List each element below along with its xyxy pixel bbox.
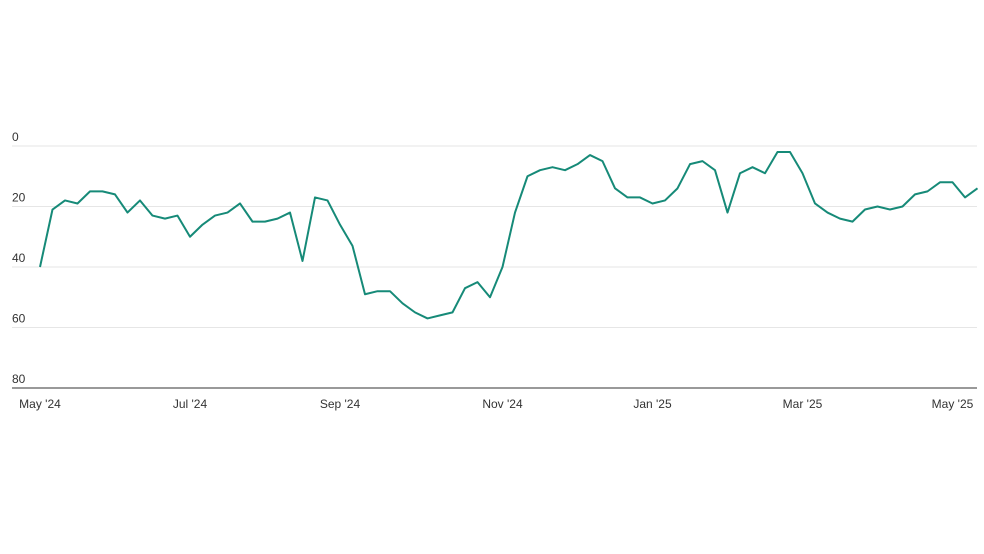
y-tick-label: 60 (12, 312, 26, 326)
x-tick-label: May '25 (932, 397, 974, 411)
y-tick-label: 80 (12, 372, 26, 386)
line (39, 151, 979, 320)
x-tick-label: Jan '25 (633, 397, 672, 411)
y-tick-label: 20 (12, 191, 26, 205)
y-tick-label: 0 (12, 130, 19, 144)
x-tick-label: Jul '24 (173, 397, 208, 411)
x-tick-label: May '24 (19, 397, 61, 411)
x-tick-label: Mar '25 (783, 397, 823, 411)
y-tick-label: 40 (12, 251, 26, 265)
x-tick-label: Nov '24 (482, 397, 523, 411)
x-tick-label: Sep '24 (320, 397, 361, 411)
